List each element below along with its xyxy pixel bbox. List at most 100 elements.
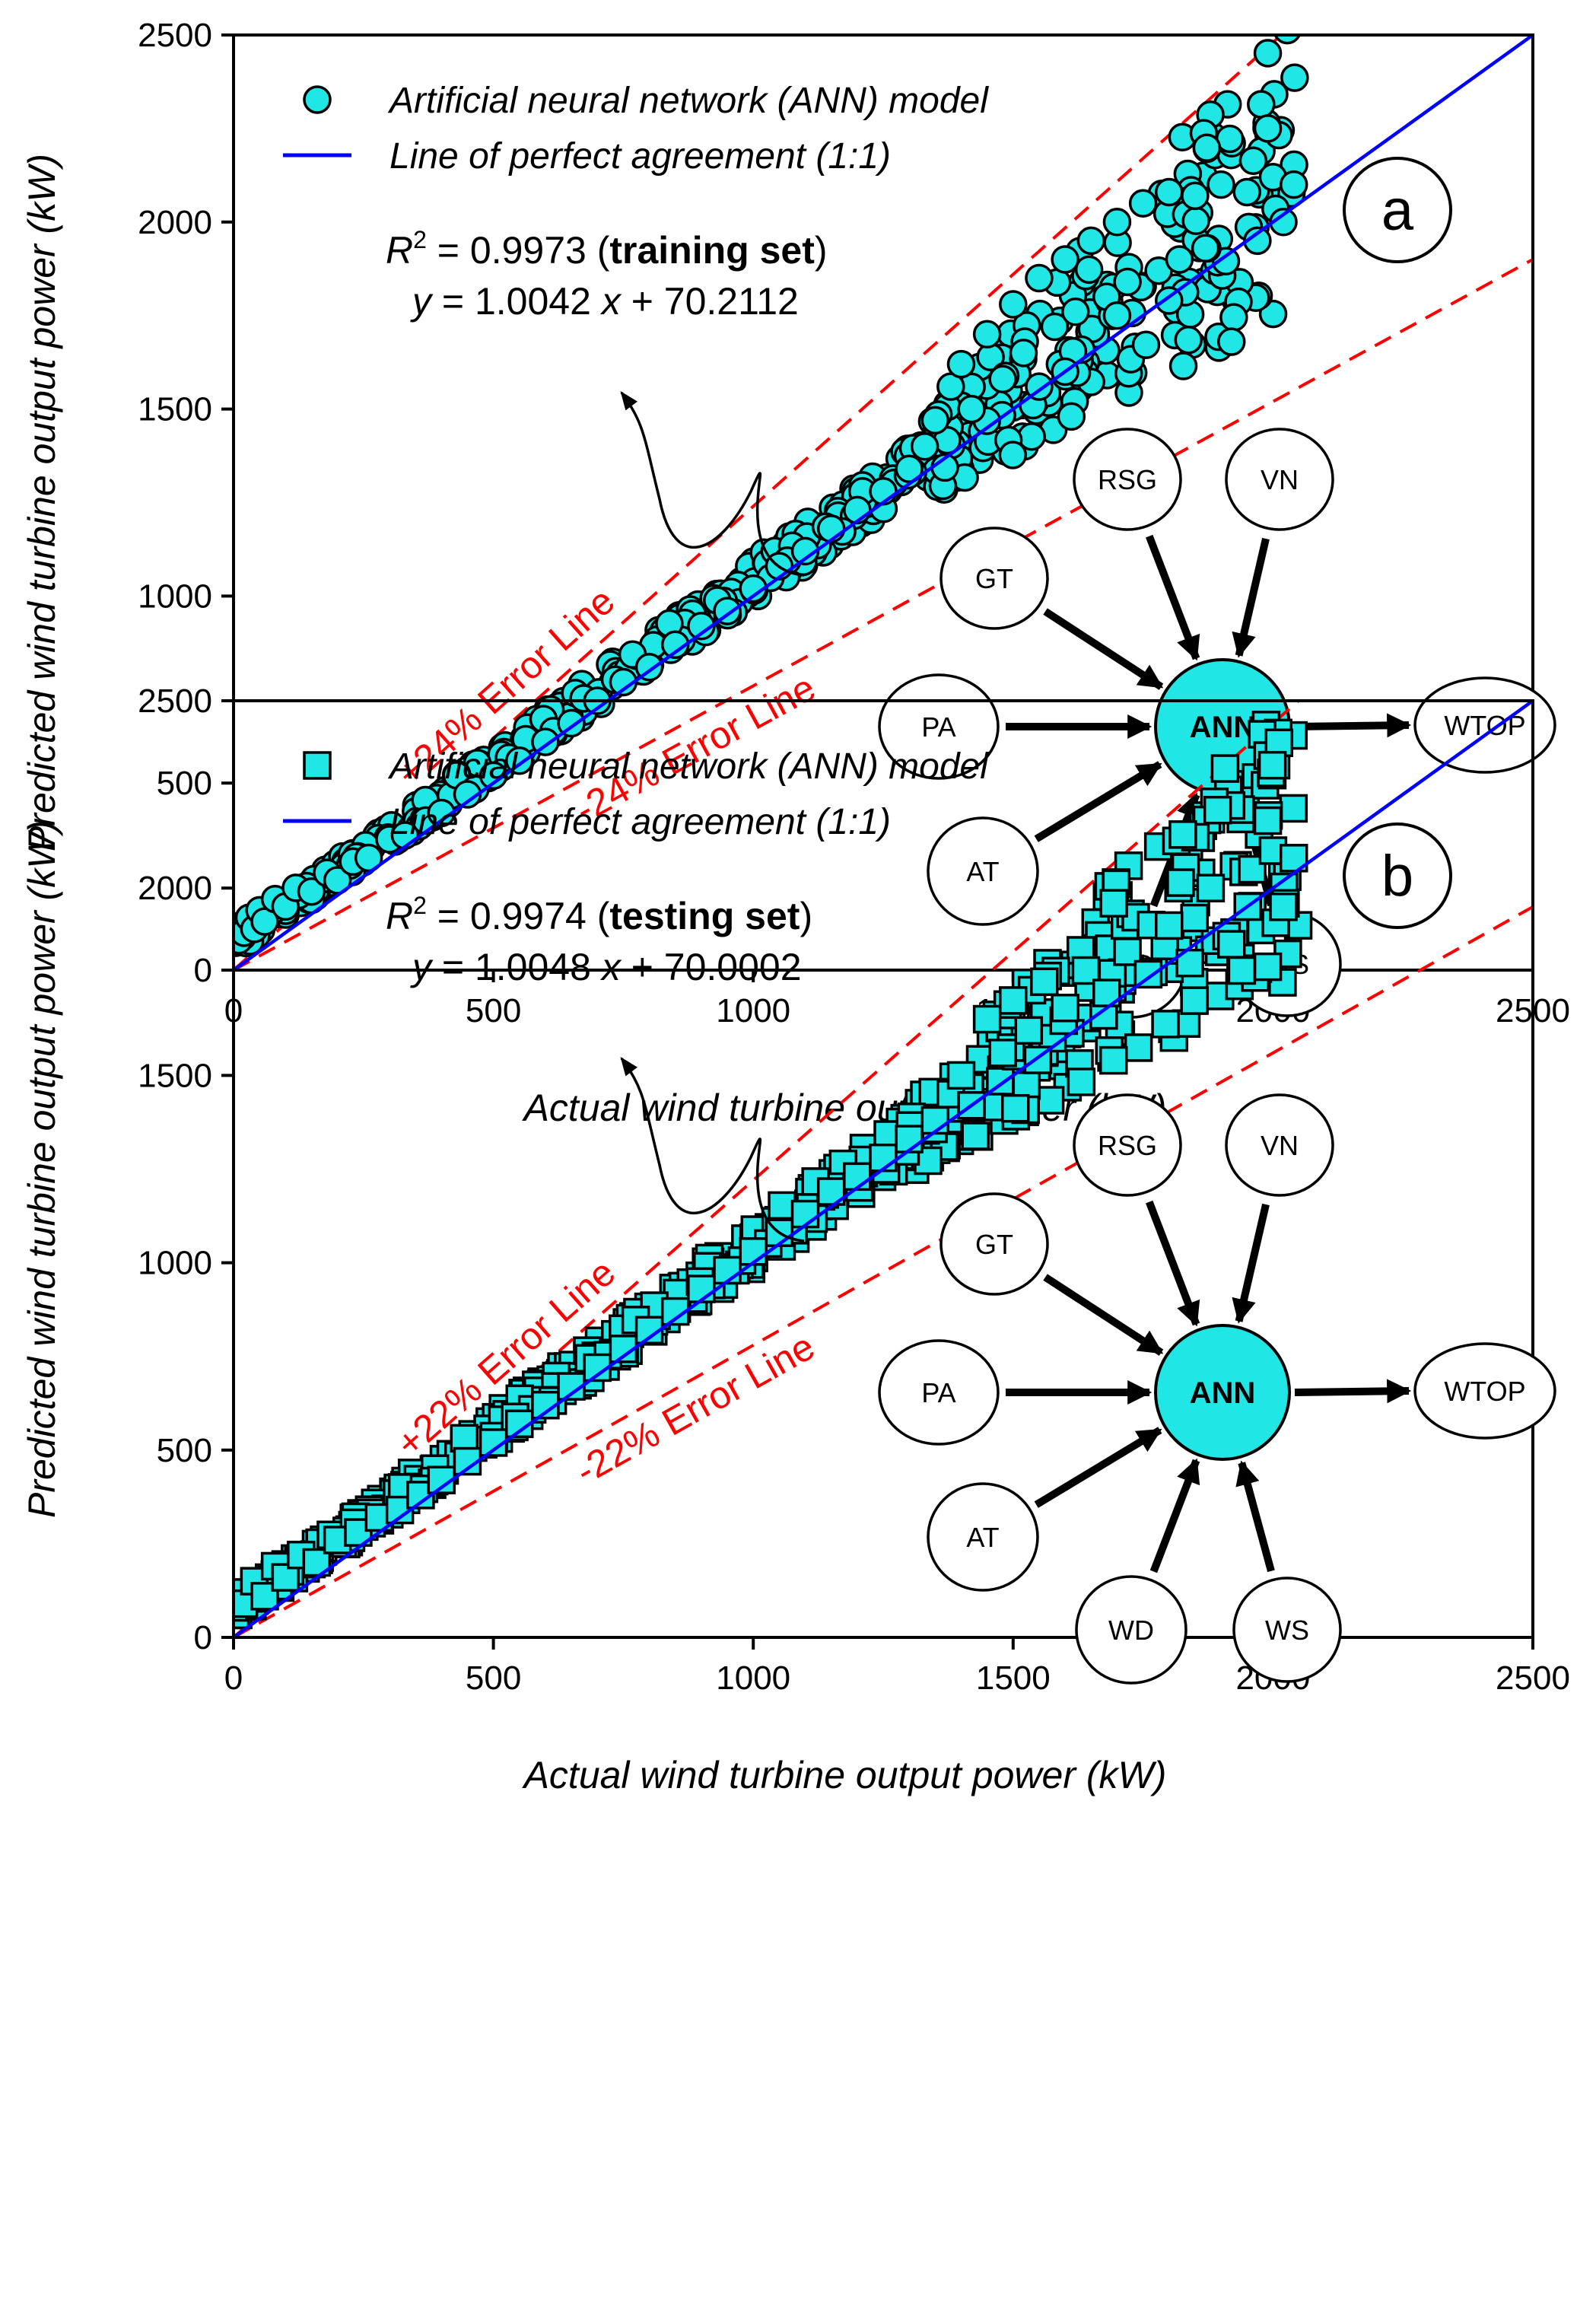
data-point [1113, 267, 1142, 297]
x-tick-label: 500 [466, 1659, 521, 1697]
data-point [1001, 1093, 1030, 1123]
panel-label-circle [1343, 157, 1452, 263]
data-point [1247, 90, 1276, 119]
ann-node-label: ANN [1190, 1376, 1256, 1410]
input-node [939, 1192, 1049, 1296]
data-point [1128, 189, 1158, 218]
r2-annotation: R2 = 0.9974 (testing set) [386, 892, 812, 937]
input-node [878, 1339, 1000, 1446]
input-node-label: VN [1261, 464, 1299, 495]
y-tick-label: 1000 [138, 1245, 212, 1282]
data-point [816, 514, 846, 543]
y-axis-label: Predicted wind turbine output power (kW) [21, 820, 63, 1518]
data-point [869, 477, 898, 506]
ann-node [1154, 1324, 1291, 1461]
r2-superscript: 2 [413, 226, 427, 253]
data-point [957, 394, 986, 424]
data-point [1269, 892, 1298, 921]
input-arrow [1232, 1203, 1270, 1324]
input-node-label: GT [975, 1229, 1013, 1260]
data-point [1238, 146, 1268, 175]
r2-close: ) [815, 229, 828, 272]
x-tick-label: 0 [224, 1659, 243, 1697]
r2-close: ) [800, 895, 812, 937]
equation-y: y [410, 280, 434, 323]
data-point [1131, 330, 1161, 359]
data-point [1051, 245, 1079, 274]
data-point [1232, 177, 1261, 207]
data-point [1180, 986, 1209, 1015]
data-point [1257, 750, 1287, 780]
equation-annotation: y = 1.0048 x + 70.0002 [410, 946, 802, 988]
data-point [1057, 402, 1086, 431]
legend-label-scatter: Artificial neural network (ANN) model [387, 81, 989, 121]
data-point [988, 364, 1017, 394]
r2-symbol: R [386, 229, 413, 272]
input-node [1225, 428, 1334, 531]
data-point [1280, 63, 1309, 92]
y-tick-label: 2500 [138, 17, 212, 54]
output-node [1413, 1342, 1556, 1440]
data-point [998, 441, 1028, 469]
data-point [1180, 903, 1209, 933]
r2-annotation: R2 = 0.9973 (training set) [386, 226, 828, 272]
legend-marker-scatter [303, 85, 332, 114]
data-point [961, 1122, 990, 1150]
x-tick-label: 500 [466, 992, 521, 1029]
legend-label-line: Line of perfect agreement (1:1) [389, 802, 891, 842]
input-node [1225, 1093, 1334, 1197]
y-tick-label: 0 [194, 952, 212, 989]
data-point [1174, 325, 1203, 355]
dataset-name: testing set [609, 895, 800, 937]
plot-area [234, 35, 1533, 970]
input-arrow [1146, 534, 1200, 661]
x-axis-label: Actual wind turbine output power (kW) [522, 1754, 1167, 1796]
data-point [1279, 170, 1308, 199]
data-point [1155, 177, 1184, 207]
data-point [713, 1255, 742, 1285]
data-point [1253, 806, 1283, 835]
plot-frame [232, 33, 1534, 972]
data-point [1040, 312, 1070, 342]
y-tick-label: 2000 [138, 204, 212, 241]
input-node-label: VN [1261, 1130, 1299, 1161]
data-point [1166, 868, 1195, 897]
input-node [1075, 1575, 1187, 1685]
data-point [1253, 114, 1283, 143]
output-node-label: WTOP [1444, 1376, 1525, 1407]
data-point [1203, 795, 1232, 825]
perfect-agreement-line [234, 701, 1533, 1637]
input-arrow [1146, 1200, 1200, 1327]
input-node-label: WS [1265, 1615, 1309, 1646]
input-arrow [1043, 608, 1164, 690]
input-node [927, 1482, 1039, 1592]
data-point [1074, 255, 1104, 285]
input-node [927, 816, 1039, 926]
data-point [1151, 1010, 1180, 1039]
data-point [687, 1274, 716, 1303]
data-point [843, 1162, 872, 1192]
data-point [920, 1106, 950, 1135]
data-point [1030, 967, 1059, 997]
legend-marker-scatter [303, 751, 332, 780]
input-node [1073, 1093, 1182, 1197]
r2-value: = 0.9974 ( [427, 895, 610, 937]
data-point [1099, 1045, 1128, 1075]
x-tick-label: 1000 [716, 992, 790, 1029]
legend-label-scatter: Artificial neural network (ANN) model [387, 746, 989, 787]
data-point [1124, 1033, 1153, 1062]
data-point [1253, 39, 1283, 68]
x-tick-label: 1500 [976, 1659, 1051, 1697]
equation-middle: = 1.0042 [431, 280, 602, 323]
data-point [1279, 794, 1308, 823]
data-point [1207, 170, 1235, 199]
equation-x: x [600, 946, 622, 988]
data-point [1219, 303, 1248, 332]
input-node-label: AT [966, 856, 999, 887]
data-point [1168, 352, 1198, 380]
equation-y: y [410, 946, 434, 988]
dataset-name: training set [609, 229, 815, 272]
plot-area [234, 701, 1533, 1637]
r2-superscript: 2 [413, 892, 427, 919]
y-tick-label: 1500 [138, 391, 212, 428]
